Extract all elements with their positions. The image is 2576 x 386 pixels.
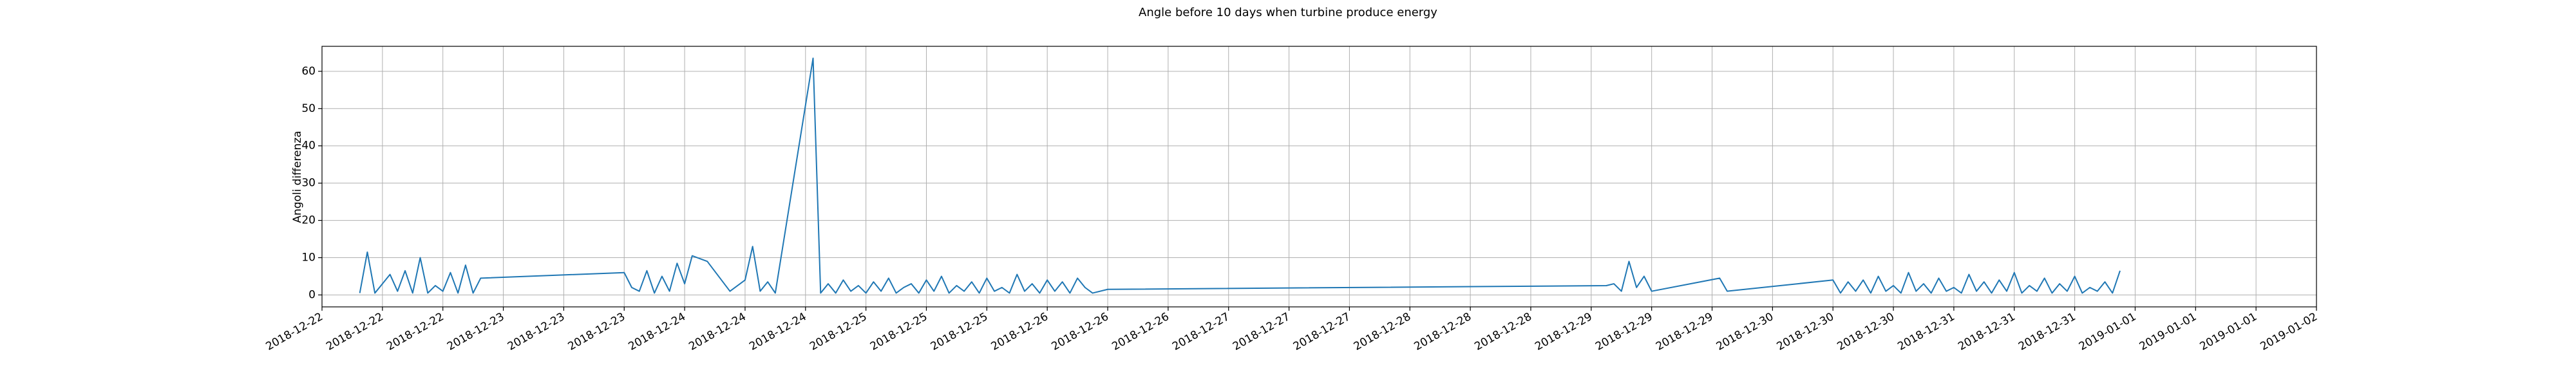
x-tick-label: 2019-01-01 xyxy=(2198,310,2260,353)
data-line xyxy=(359,57,2121,294)
x-tick-label: 2018-12-26 xyxy=(1110,310,1171,353)
y-tick-label: 30 xyxy=(301,177,316,190)
y-tick-label: 10 xyxy=(301,252,316,264)
x-tick-label: 2018-12-25 xyxy=(808,310,869,353)
y-tick-label: 50 xyxy=(301,102,316,115)
x-tick-label: 2018-12-24 xyxy=(627,310,688,353)
x-tick-label: 2018-12-22 xyxy=(324,310,386,353)
x-tick-label: 2018-12-24 xyxy=(747,310,809,353)
x-tick-label: 2018-12-24 xyxy=(687,310,748,353)
x-tick-label: 2018-12-28 xyxy=(1412,310,1474,353)
x-tick-label: 2018-12-28 xyxy=(1472,310,1534,353)
x-tick-label: 2018-12-30 xyxy=(1714,310,1776,353)
x-tick-label: 2018-12-22 xyxy=(263,310,325,353)
x-tick-label: 2018-12-27 xyxy=(1291,310,1353,353)
y-tick-label: 0 xyxy=(308,288,316,301)
x-tick-label: 2019-01-02 xyxy=(2258,310,2320,353)
x-tick-label: 2018-12-23 xyxy=(506,310,567,353)
x-tick-label: 2018-12-31 xyxy=(2016,310,2078,353)
x-tick-label: 2019-01-01 xyxy=(2137,310,2199,353)
x-tick-label: 2018-12-23 xyxy=(566,310,628,353)
y-tick-label: 60 xyxy=(301,65,316,78)
x-tick-label: 2018-12-25 xyxy=(868,310,930,353)
chart-title: Angle before 10 days when turbine produc… xyxy=(1139,6,1437,19)
x-tick-label: 2019-01-01 xyxy=(2077,310,2139,353)
x-tick-label: 2018-12-30 xyxy=(1835,310,1897,353)
x-tick-label: 2018-12-22 xyxy=(384,310,446,353)
y-axis-label: Angoli differenza xyxy=(291,131,304,223)
x-tick-label: 2018-12-29 xyxy=(1654,310,1716,353)
y-tick-label: 20 xyxy=(301,214,316,227)
x-tick-label: 2018-12-26 xyxy=(989,310,1051,353)
x-tick-label: 2018-12-29 xyxy=(1533,310,1595,353)
plot-frame xyxy=(321,46,2317,308)
x-tick-label: 2018-12-31 xyxy=(1956,310,2018,353)
x-tick-label: 2018-12-30 xyxy=(1775,310,1837,353)
x-tick-label: 2018-12-29 xyxy=(1593,310,1655,353)
y-tick-label: 40 xyxy=(301,140,316,152)
x-tick-label: 2018-12-26 xyxy=(1049,310,1111,353)
x-tick-label: 2018-12-25 xyxy=(929,310,990,353)
x-tick-label: 2018-12-27 xyxy=(1170,310,1232,353)
x-tick-label: 2018-12-31 xyxy=(1895,310,1957,353)
x-tick-label: 2018-12-23 xyxy=(445,310,507,353)
x-tick-label: 2018-12-28 xyxy=(1352,310,1414,353)
x-tick-label: 2018-12-27 xyxy=(1231,310,1293,353)
